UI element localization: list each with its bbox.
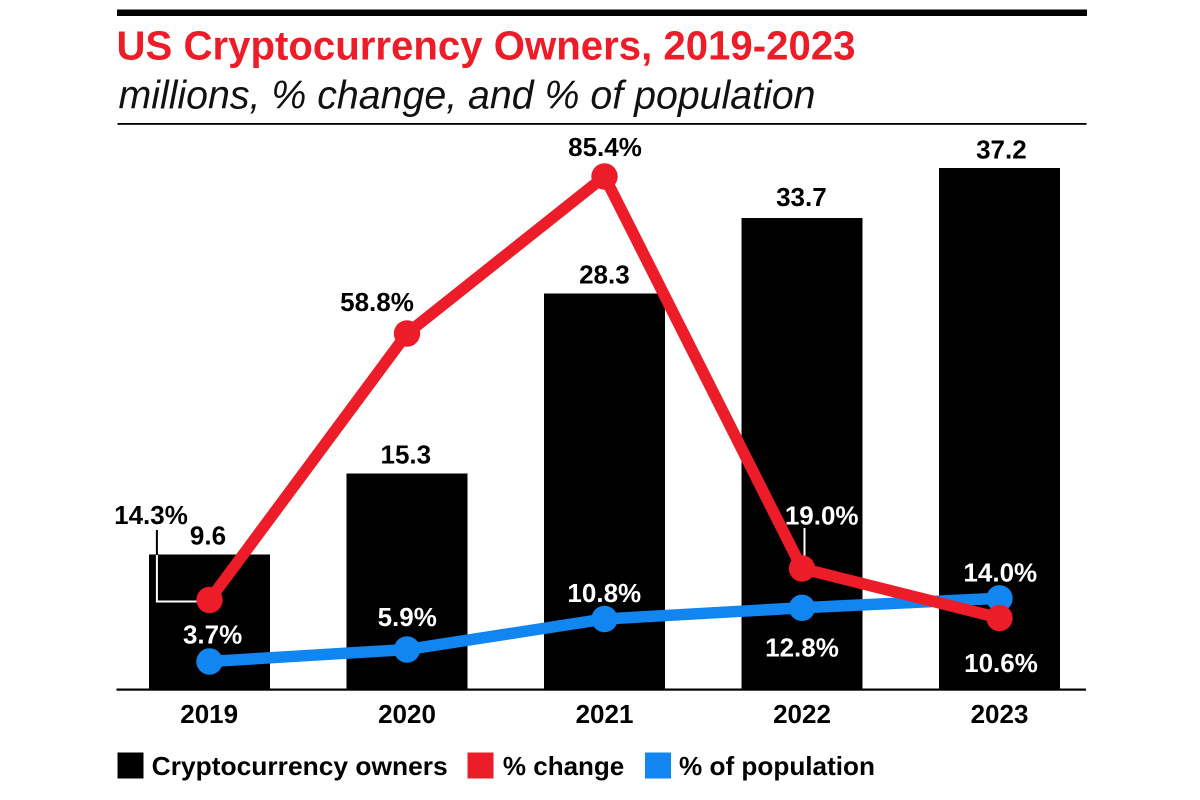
svg-text:85.4%: 85.4% bbox=[568, 132, 642, 162]
svg-text:33.7: 33.7 bbox=[776, 182, 827, 212]
svg-text:% of population: % of population bbox=[679, 751, 875, 781]
svg-text:2022: 2022 bbox=[773, 699, 831, 729]
svg-text:2023: 2023 bbox=[971, 699, 1029, 729]
svg-text:28.3: 28.3 bbox=[579, 260, 630, 290]
svg-text:12.8%: 12.8% bbox=[765, 632, 839, 662]
svg-text:14.3%: 14.3% bbox=[114, 500, 188, 530]
svg-text:2021: 2021 bbox=[576, 699, 634, 729]
svg-text:14.0%: 14.0% bbox=[963, 557, 1037, 587]
svg-text:US Cryptocurrency Owners, 2019: US Cryptocurrency Owners, 2019-2023 bbox=[117, 23, 856, 69]
svg-text:5.9%: 5.9% bbox=[378, 602, 437, 632]
svg-text:9.6: 9.6 bbox=[190, 521, 226, 551]
svg-text:10.8%: 10.8% bbox=[567, 578, 641, 608]
svg-text:37.2: 37.2 bbox=[976, 135, 1027, 165]
svg-text:2020: 2020 bbox=[378, 699, 436, 729]
svg-text:58.8%: 58.8% bbox=[340, 287, 414, 317]
svg-text:% change: % change bbox=[503, 751, 624, 781]
svg-text:15.3: 15.3 bbox=[380, 440, 431, 470]
svg-text:19.0%: 19.0% bbox=[785, 501, 859, 531]
svg-text:Cryptocurrency owners: Cryptocurrency owners bbox=[152, 751, 448, 781]
svg-text:3.7%: 3.7% bbox=[183, 620, 242, 650]
svg-text:2019: 2019 bbox=[180, 699, 238, 729]
svg-text:10.6%: 10.6% bbox=[964, 648, 1038, 678]
svg-text:millions, % change, and % of p: millions, % change, and % of population bbox=[119, 74, 816, 118]
